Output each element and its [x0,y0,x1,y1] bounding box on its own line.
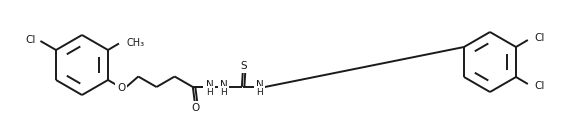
Text: N: N [220,80,228,90]
Text: O: O [117,83,125,93]
Text: Cl: Cl [535,33,545,43]
Text: H: H [206,87,213,96]
Text: O: O [192,103,200,113]
Text: CH₃: CH₃ [127,38,145,47]
Text: Cl: Cl [25,35,35,45]
Text: H: H [256,87,263,96]
Text: N: N [256,80,264,90]
Text: N: N [206,80,213,90]
Text: Cl: Cl [535,81,545,91]
Text: H: H [220,87,227,96]
Text: N: N [205,86,213,96]
Text: S: S [241,61,247,71]
Text: H: H [205,82,212,91]
